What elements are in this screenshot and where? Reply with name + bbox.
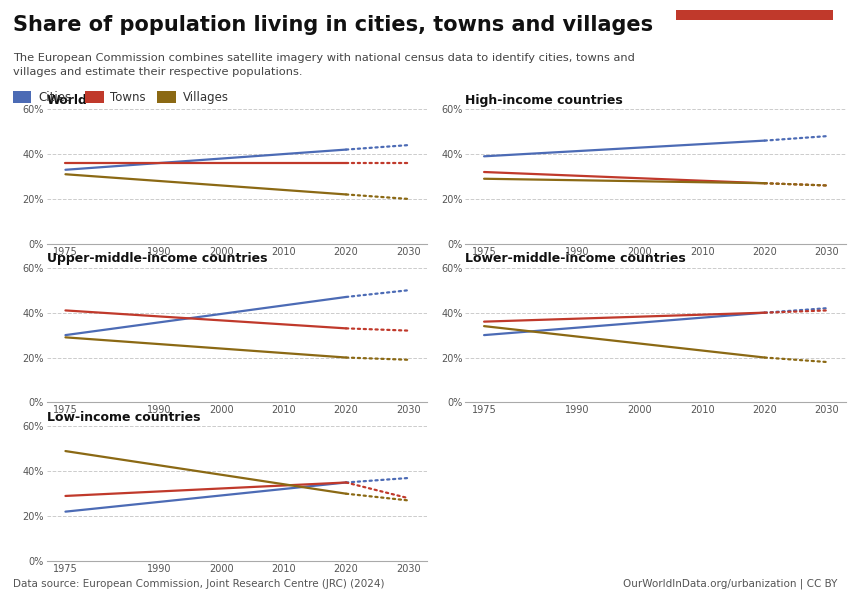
Text: in Data: in Data <box>733 43 775 53</box>
Text: Our World: Our World <box>724 28 784 38</box>
Bar <box>676 10 833 20</box>
Text: Lower-middle-income countries: Lower-middle-income countries <box>466 252 686 265</box>
Text: Towns: Towns <box>110 91 146 104</box>
Text: Upper-middle-income countries: Upper-middle-income countries <box>47 252 267 265</box>
Text: The European Commission combines satellite imagery with national census data to : The European Commission combines satelli… <box>13 53 635 77</box>
Text: OurWorldInData.org/urbanization | CC BY: OurWorldInData.org/urbanization | CC BY <box>623 578 837 589</box>
Text: High-income countries: High-income countries <box>466 94 623 107</box>
Text: Share of population living in cities, towns and villages: Share of population living in cities, to… <box>13 15 653 35</box>
Text: Villages: Villages <box>183 91 229 104</box>
Text: Low-income countries: Low-income countries <box>47 411 201 424</box>
Text: Cities: Cities <box>38 91 71 104</box>
Text: Data source: European Commission, Joint Research Centre (JRC) (2024): Data source: European Commission, Joint … <box>13 579 384 589</box>
Text: World: World <box>47 94 88 107</box>
